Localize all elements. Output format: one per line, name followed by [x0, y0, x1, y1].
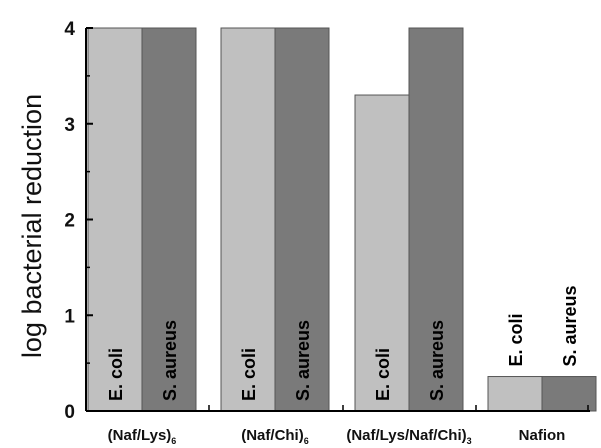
bar-saureus-2 [408, 27, 464, 412]
y-tick-label: 2 [64, 211, 75, 232]
bar-label: S. aureus [560, 285, 580, 366]
x-tick-label: Nafion [519, 427, 566, 444]
x-tick-label: (Naf/Lys/Naf/Chi)3 [346, 427, 471, 446]
bar-ecoli-1 [220, 27, 276, 412]
bar-label: S. aureus [160, 320, 180, 401]
bar-ecoli-3 [487, 376, 543, 412]
bar-label: E. coli [239, 348, 259, 401]
y-tick-label: 0 [64, 402, 75, 423]
bar-label: S. aureus [293, 320, 313, 401]
plot-area: E. coli S. aureus E. coli S. aureus E. coli S… [64, 19, 597, 446]
bar-label: E. coli [506, 314, 526, 367]
x-tick-label: (Naf/Chi)6 [241, 427, 309, 446]
bar-ecoli-2 [354, 94, 410, 412]
bar-saureus-0 [141, 27, 197, 412]
bar-label: S. aureus [427, 320, 447, 401]
y-tick-label: 1 [64, 306, 75, 327]
y-tick-label: 3 [64, 115, 75, 136]
y-axis-label: log bacterial reduction [17, 94, 47, 358]
y-tick-label: 4 [64, 19, 75, 40]
bar-label: E. coli [373, 348, 393, 401]
bar-saureus-1 [274, 27, 330, 412]
bar-ecoli-0 [87, 27, 143, 412]
bar-label: E. coli [106, 348, 126, 401]
x-tick-label: (Naf/Lys)6 [108, 427, 177, 446]
